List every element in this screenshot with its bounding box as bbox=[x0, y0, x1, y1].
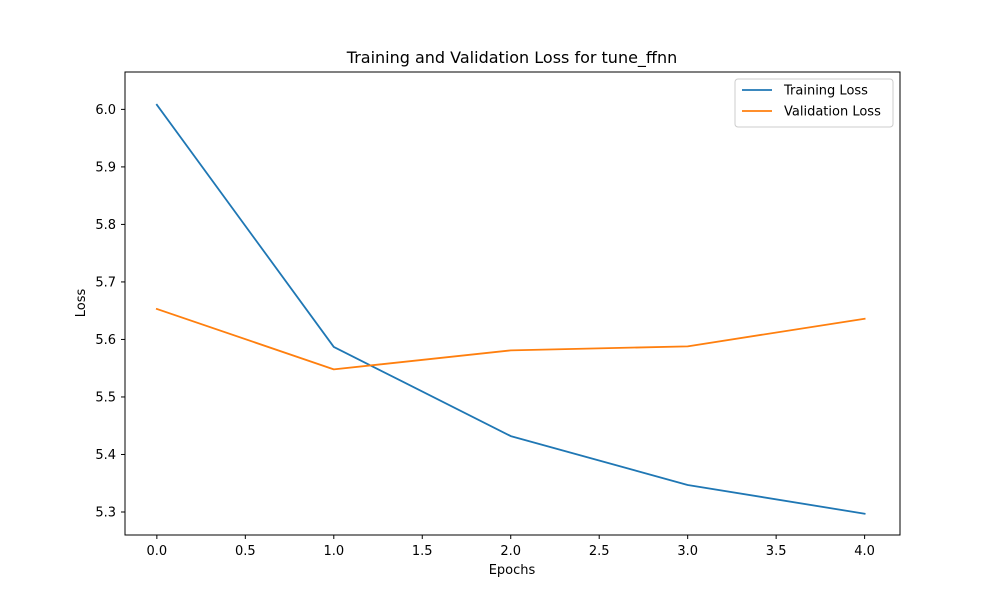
series-line-0 bbox=[155, 103, 866, 515]
y-tick-label: 5.3 bbox=[95, 505, 116, 520]
x-tick-label: 4.0 bbox=[854, 544, 875, 559]
y-tick-label: 5.4 bbox=[95, 448, 116, 463]
y-tick-label: 5.5 bbox=[95, 390, 116, 405]
chart-title: Training and Validation Loss for tune_ff… bbox=[346, 48, 677, 68]
x-tick-label: 2.5 bbox=[589, 544, 610, 559]
plot-area-frame bbox=[124, 71, 901, 536]
x-tick-label: 3.0 bbox=[677, 544, 698, 559]
x-tick-label: 1.0 bbox=[323, 544, 344, 559]
legend-box bbox=[734, 78, 894, 128]
y-axis-ticks: 5.3 5.4 5.5 5.6 5.7 5.8 5.9 6.0 bbox=[95, 103, 125, 520]
x-axis-ticks: 0.0 0.5 1.0 1.5 2.0 2.5 3.0 3.5 4.0 bbox=[147, 535, 875, 559]
series-line-1 bbox=[155, 307, 866, 371]
y-tick-label: 6.0 bbox=[95, 103, 116, 118]
y-tick-label: 5.7 bbox=[95, 275, 116, 290]
legend-label-1: Validation Loss bbox=[784, 105, 881, 120]
plot-lines bbox=[155, 103, 866, 515]
y-tick-label: 5.9 bbox=[95, 160, 116, 175]
x-tick-label: 0.5 bbox=[235, 544, 256, 559]
legend-label-0: Training Loss bbox=[783, 84, 868, 99]
x-axis-label: Epochs bbox=[489, 563, 536, 578]
x-tick-label: 1.5 bbox=[412, 544, 433, 559]
x-tick-label: 2.0 bbox=[500, 544, 521, 559]
y-tick-label: 5.8 bbox=[95, 218, 116, 233]
y-axis-label: Loss bbox=[74, 289, 89, 318]
y-tick-label: 5.6 bbox=[95, 333, 116, 348]
legend: Training Loss Validation Loss bbox=[734, 78, 894, 128]
x-tick-label: 0.0 bbox=[147, 544, 168, 559]
x-tick-label: 3.5 bbox=[766, 544, 787, 559]
